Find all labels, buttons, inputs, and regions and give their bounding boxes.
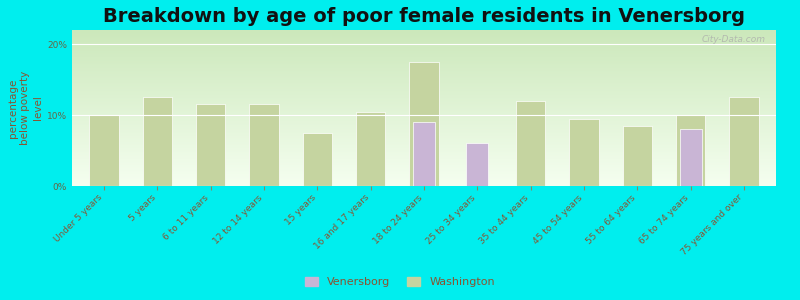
Bar bbox=[196, 104, 226, 186]
Bar bbox=[730, 98, 758, 186]
Bar bbox=[516, 101, 546, 186]
Bar bbox=[413, 122, 435, 186]
Bar bbox=[142, 98, 172, 186]
Bar bbox=[466, 143, 488, 186]
Legend: Venersborg, Washington: Venersborg, Washington bbox=[301, 272, 499, 291]
Bar bbox=[90, 115, 118, 186]
Bar bbox=[622, 126, 652, 186]
Y-axis label: percentage
below poverty
level: percentage below poverty level bbox=[8, 71, 43, 145]
Bar bbox=[410, 62, 438, 186]
Bar bbox=[302, 133, 332, 186]
Bar bbox=[570, 118, 598, 186]
Bar bbox=[250, 104, 278, 186]
Bar bbox=[680, 129, 702, 186]
Title: Breakdown by age of poor female residents in Venersborg: Breakdown by age of poor female resident… bbox=[103, 7, 745, 26]
Text: City-Data.com: City-Data.com bbox=[702, 35, 766, 44]
Bar bbox=[676, 115, 706, 186]
Bar bbox=[356, 112, 386, 186]
